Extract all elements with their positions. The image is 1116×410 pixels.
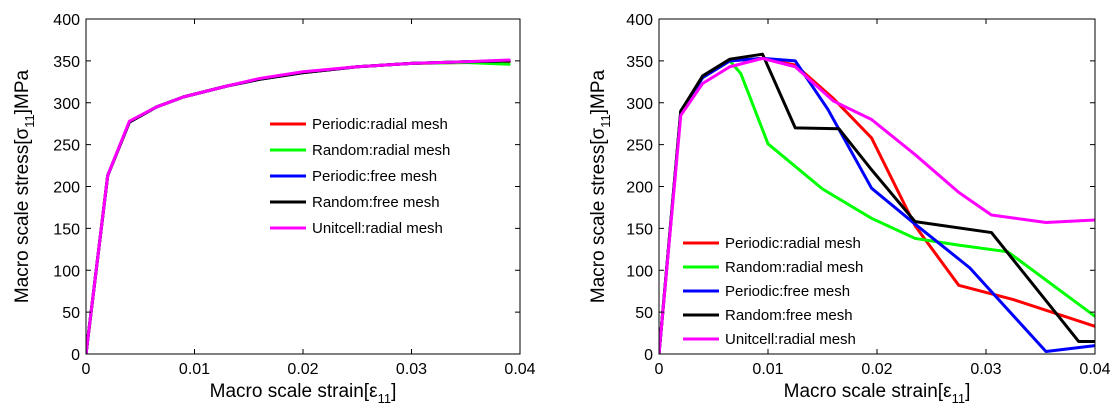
- y-axis-label: Macro scale stress[σ11]MPa: [12, 69, 37, 303]
- series-line-unitcell-radial-mesh: [86, 58, 511, 354]
- legend-label: Random:radial mesh: [312, 142, 450, 159]
- x-tick-label: 0: [82, 361, 91, 378]
- legend-item-unitcell-radial-mesh: Unitcell:radial mesh: [683, 331, 856, 348]
- legend-item-periodic-free-mesh: Periodic:free mesh: [270, 168, 437, 185]
- x-axis-label: Macro scale strain[ε11]: [210, 381, 397, 406]
- legend-item-random-radial-mesh: Random:radial mesh: [683, 259, 863, 276]
- series-line-periodic-free-mesh: [86, 59, 511, 354]
- legend-item-random-free-mesh: Random:free mesh: [683, 307, 853, 324]
- legend-label: Periodic:free mesh: [725, 283, 850, 300]
- series-line-periodic-radial-mesh: [86, 60, 511, 354]
- legend-item-periodic-radial-mesh: Periodic:radial mesh: [683, 235, 861, 252]
- x-tick-label: 0.02: [287, 361, 318, 378]
- series-line-random-free-mesh: [86, 59, 511, 354]
- y-tick-label: 100: [626, 263, 653, 280]
- legend: Periodic:radial mesh Random:radial mesh Pe…: [270, 116, 450, 237]
- y-tick-label: 50: [62, 305, 80, 322]
- left-stress-strain-chart: 0 0.01 0.02 0.03 0.04 0 50 100 150 200 250 300 350 40…: [12, 12, 536, 406]
- y-tick-label: 200: [626, 180, 653, 197]
- y-tick-label: 300: [626, 96, 653, 113]
- y-tick-label: 400: [53, 12, 80, 29]
- x-tick-label: 0.03: [970, 361, 1001, 378]
- y-tick-label: 150: [626, 221, 653, 238]
- y-tick-label: 200: [53, 180, 80, 197]
- legend-item-periodic-free-mesh: Periodic:free mesh: [683, 283, 850, 300]
- legend-label: Periodic:radial mesh: [312, 116, 448, 133]
- legend-label: Random:free mesh: [312, 194, 440, 211]
- y-tick-label: 100: [53, 263, 80, 280]
- y-tick-label: 250: [53, 138, 80, 155]
- x-tick-label: 0.03: [396, 361, 427, 378]
- y-tick-label: 250: [626, 138, 653, 155]
- x-tick-label: 0: [655, 361, 664, 378]
- legend-label: Periodic:free mesh: [312, 168, 437, 185]
- series-line-random-radial-mesh: [86, 61, 511, 354]
- legend-label: Random:free mesh: [725, 307, 853, 324]
- legend-label: Unitcell:radial mesh: [312, 220, 443, 237]
- legend-item-random-free-mesh: Random:free mesh: [270, 194, 440, 211]
- y-tick-label: 0: [71, 347, 80, 364]
- legend-item-periodic-radial-mesh: Periodic:radial mesh: [270, 116, 448, 133]
- legend-item-random-radial-mesh: Random:radial mesh: [270, 142, 450, 159]
- y-tick-label: 150: [53, 221, 80, 238]
- plot-area-frame: [85, 18, 521, 355]
- series-line-unitcell-radial-mesh: [659, 56, 1095, 354]
- series-lines: [86, 58, 511, 354]
- x-tick-label: 0.01: [752, 361, 783, 378]
- x-tick-label: 0.01: [179, 361, 210, 378]
- x-tick-label: 0.04: [504, 361, 535, 378]
- y-tick-label: 300: [53, 96, 80, 113]
- y-tick-label: 400: [626, 12, 653, 29]
- series-line-random-free-mesh: [659, 52, 1095, 354]
- legend-item-unitcell-radial-mesh: Unitcell:radial mesh: [270, 220, 443, 237]
- legend-label: Periodic:radial mesh: [725, 235, 861, 252]
- y-tick-label: 350: [626, 54, 653, 71]
- y-axis-label: Macro scale stress[σ11]MPa: [588, 69, 613, 303]
- y-tick-label: 50: [635, 305, 653, 322]
- legend: Periodic:radial mesh Random:radial mesh Pe…: [683, 235, 863, 348]
- series-lines: [659, 52, 1095, 354]
- legend-label: Random:radial mesh: [725, 259, 863, 276]
- x-tick-label: 0.02: [861, 361, 892, 378]
- right-stress-strain-chart: 0 0.01 0.02 0.03 0.04 0 50 100 150 200 250 300 350 40…: [588, 12, 1111, 406]
- x-tick-label: 0.04: [1079, 361, 1110, 378]
- y-tick-label: 0: [644, 347, 653, 364]
- legend-label: Unitcell:radial mesh: [725, 331, 856, 348]
- y-tick-label: 350: [53, 54, 80, 71]
- x-axis-label: Macro scale strain[ε11]: [784, 381, 971, 406]
